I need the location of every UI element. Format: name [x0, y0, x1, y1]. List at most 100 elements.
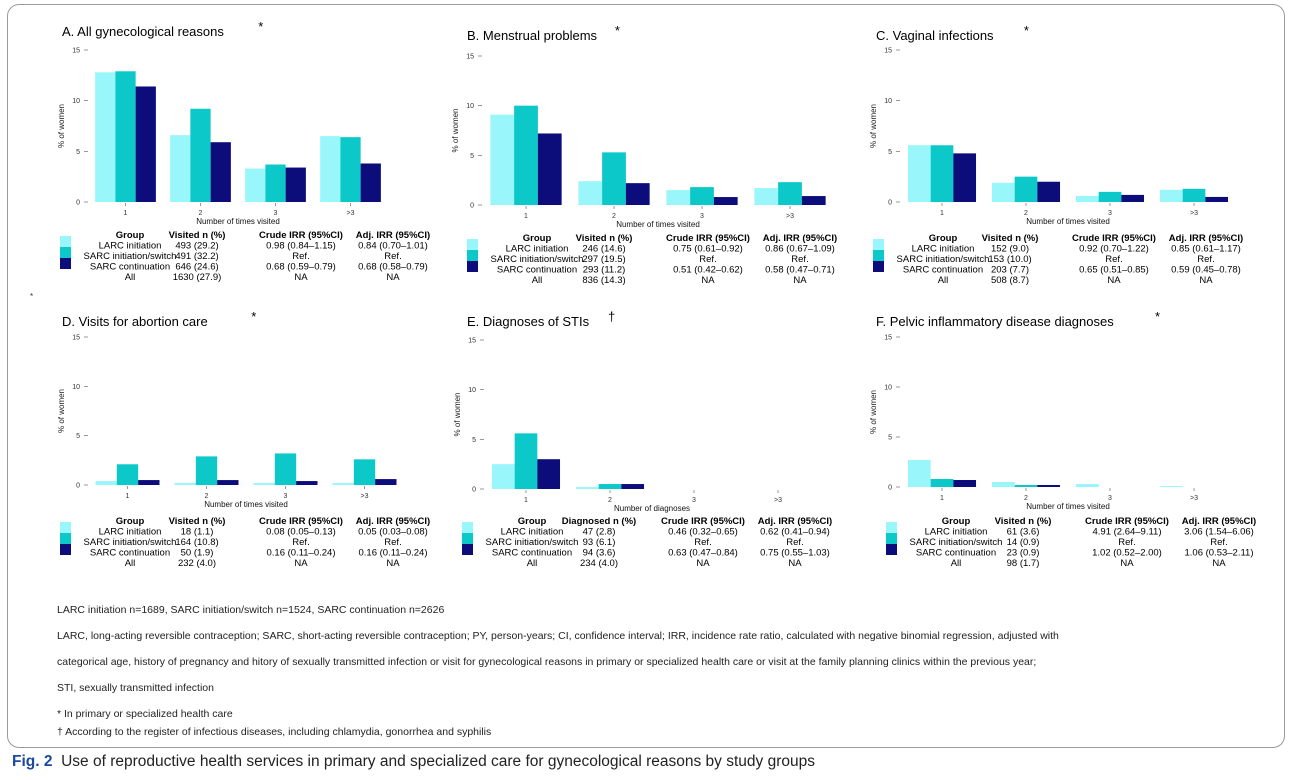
panel-title: C. Vaginal infections: [876, 28, 994, 43]
x-axis-label: Number of times visited: [1026, 502, 1110, 511]
bar: [95, 72, 116, 202]
table-cell: 508 (8.7): [991, 275, 1029, 286]
table-header: Crude IRR (95%CI): [259, 230, 343, 241]
table-header: Group: [929, 233, 958, 244]
table-header: Group: [523, 233, 552, 244]
caption-label: Fig. 2: [12, 753, 53, 770]
table-cell: 297 (19.5): [582, 254, 625, 265]
table-cell: 646 (24.6): [175, 262, 218, 273]
y-axis-label: % of women: [451, 108, 460, 152]
panel-title-mark: †: [608, 309, 615, 324]
y-tick-label: 15: [466, 54, 474, 61]
bar: [1075, 484, 1099, 487]
bar: [514, 433, 538, 489]
y-tick-label: 10: [466, 103, 474, 110]
bar: [217, 480, 239, 485]
table-cell: 0.65 (0.51–0.85): [1079, 265, 1149, 276]
y-tick-label: 0: [888, 200, 892, 207]
x-tick-label: >3: [361, 493, 369, 500]
table-cell: NA: [1199, 275, 1213, 286]
bar: [1014, 485, 1038, 487]
table-header: Diagnosed n (%): [562, 516, 636, 527]
bar: [285, 167, 306, 202]
table-header: Adj. IRR (95%CI): [763, 233, 837, 244]
y-tick-label: 10: [884, 385, 892, 392]
bar: [296, 481, 318, 485]
y-tick-label: 5: [470, 153, 474, 160]
table-header: Crude IRR (95%CI): [1085, 516, 1169, 527]
legend-swatch: [60, 533, 71, 544]
x-tick-label: 1: [524, 213, 528, 220]
bar: [115, 71, 136, 202]
table-header: Group: [518, 516, 547, 527]
table-header: Crude IRR (95%CI): [661, 516, 745, 527]
legend-swatch: [886, 533, 897, 544]
panel-title-mark: *: [258, 19, 263, 34]
bar: [1075, 195, 1099, 202]
table-cell: LARC initiation: [99, 241, 162, 252]
table-cell: 14 (0.9): [1007, 537, 1040, 548]
table-cell: Ref.: [699, 254, 716, 265]
legend-swatch: [60, 522, 71, 533]
table-cell: 18 (1.1): [181, 527, 214, 538]
footnote-star: * In primary or specialized health care: [57, 708, 233, 720]
x-tick-label: 3: [274, 210, 278, 217]
table-header: Adj. IRR (95%CI): [356, 230, 430, 241]
bar: [190, 108, 211, 202]
table-cell: NA: [1212, 558, 1226, 569]
x-tick-label: 3: [1108, 210, 1112, 217]
bar: [598, 484, 622, 489]
table-cell: 0.16 (0.11–0.24): [266, 548, 335, 559]
table-cell: 152 (9.0): [991, 244, 1029, 255]
table-cell: 98 (1.7): [1007, 558, 1040, 569]
table-cell: NA: [1120, 558, 1134, 569]
bar: [578, 181, 603, 205]
bar: [778, 182, 802, 205]
table-cell: SARC continuation: [90, 262, 170, 273]
table-cell: 0.68 (0.58–0.79): [358, 262, 428, 273]
note-group-counts: LARC initiation n=1689, SARC initiation/…: [57, 604, 445, 616]
table-cell: NA: [788, 558, 802, 569]
panel-title-mark: *: [1024, 23, 1029, 38]
table-cell: SARC continuation: [492, 548, 572, 559]
y-tick-label: 10: [72, 384, 80, 391]
bar: [265, 164, 286, 202]
y-tick-label: 10: [468, 387, 476, 394]
table-cell: NA: [386, 272, 400, 283]
x-tick-label: >3: [786, 213, 794, 220]
table-cell: SARC initiation/switch: [486, 537, 579, 548]
table-cell: 47 (2.8): [583, 527, 616, 538]
table-cell: 0.63 (0.47–0.84): [668, 548, 738, 559]
table-cell: SARC continuation: [903, 265, 983, 276]
table-cell: All: [532, 275, 543, 286]
table-header: Visited n (%): [982, 233, 1039, 244]
table-cell: 1.06 (0.53–2.11): [1184, 548, 1253, 559]
x-tick-label: 2: [612, 213, 616, 220]
legend-swatch: [60, 236, 71, 247]
table-header: Adj. IRR (95%CI): [356, 516, 430, 527]
legend-swatch: [462, 544, 473, 555]
bar: [537, 133, 562, 205]
table-cell: 0.75 (0.61–0.92): [673, 244, 743, 255]
panel-title: E. Diagnoses of STIs: [467, 314, 590, 329]
table-cell: 836 (14.3): [582, 275, 625, 286]
table-cell: 0.62 (0.41–0.94): [760, 527, 830, 538]
bar: [930, 145, 954, 202]
y-tick-label: 5: [76, 433, 80, 440]
note-abbreviations-2: categorical age, history of pregnancy an…: [57, 656, 1037, 668]
table-cell: 0.16 (0.11–0.24): [358, 548, 427, 559]
bar: [930, 479, 954, 487]
legend-swatch: [60, 247, 71, 258]
table-cell: LARC initiation: [925, 527, 988, 538]
table-cell: NA: [294, 558, 308, 569]
y-tick-label: 15: [884, 48, 892, 55]
x-axis-label: Number of diagnoses: [614, 504, 690, 513]
bar: [1014, 176, 1038, 202]
y-tick-label: 0: [888, 485, 892, 492]
table-cell: 232 (4.0): [178, 558, 216, 569]
y-tick-label: 0: [76, 483, 80, 490]
table-header: Adj. IRR (95%CI): [758, 516, 832, 527]
table-cell: SARC continuation: [90, 548, 170, 559]
bar: [953, 480, 977, 487]
